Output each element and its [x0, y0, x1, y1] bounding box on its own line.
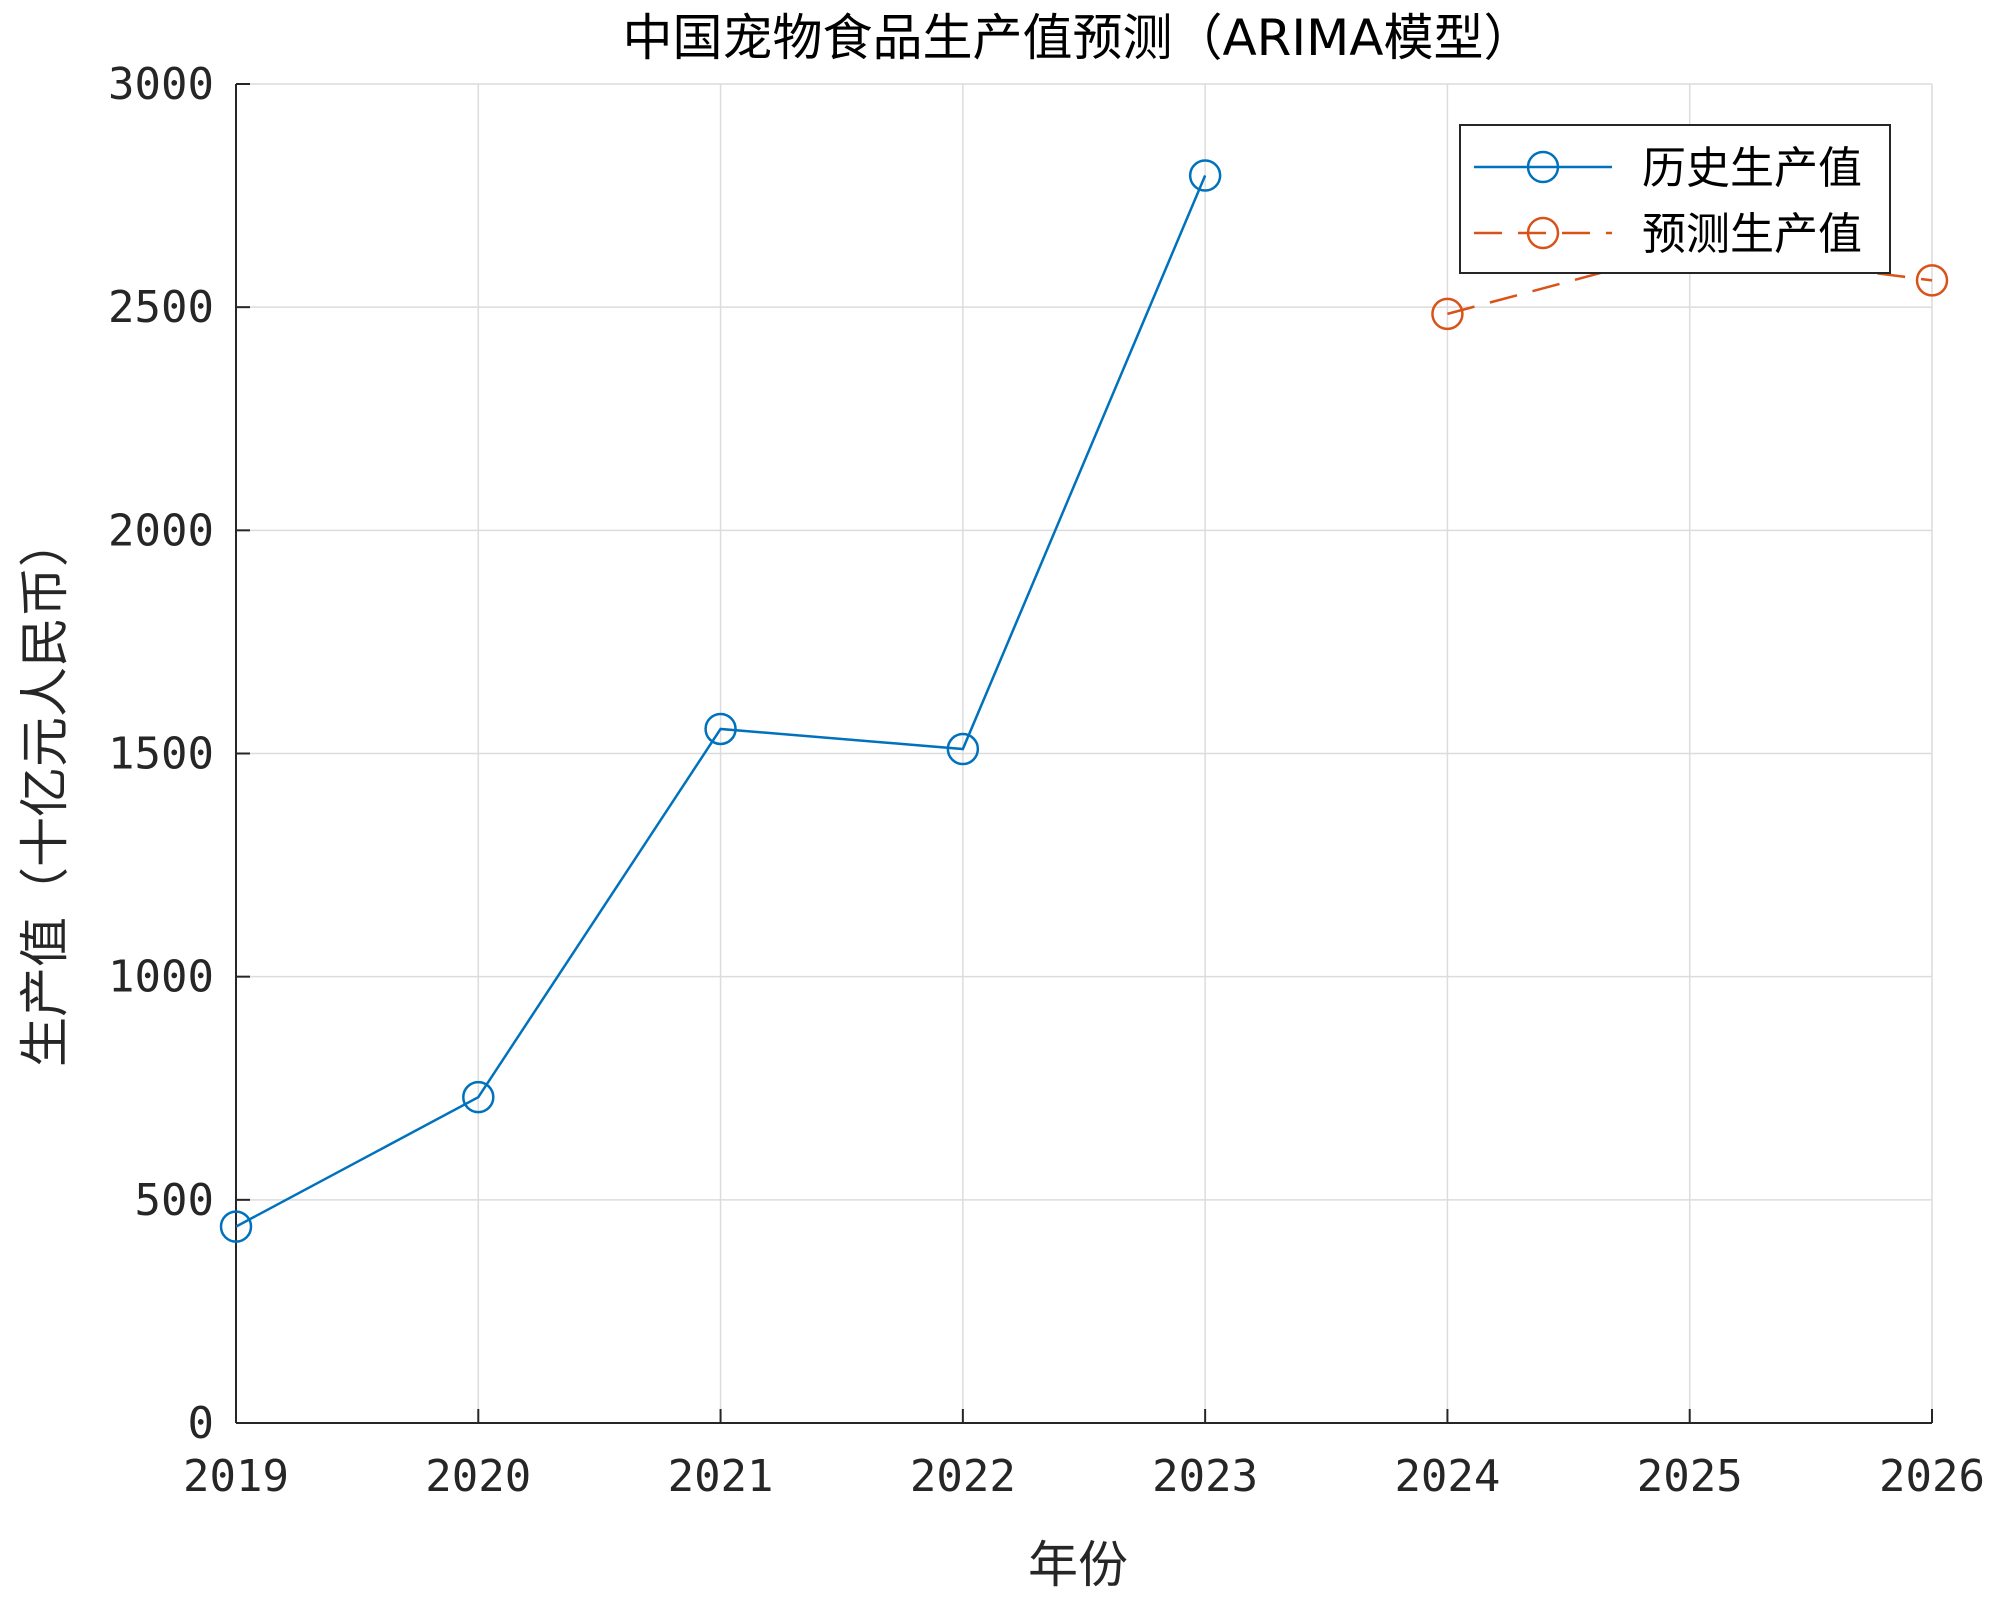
series-2-point: [1431, 297, 1464, 331]
legend-label-2: 预测生产值: [1642, 209, 1862, 260]
ticks: 2019 2020 2021 2022 2023 2024 2025 2026 0 500 1000…: [108, 59, 1985, 1502]
y-tick-label: 2500: [108, 282, 214, 333]
series-1-point: [462, 1080, 495, 1114]
series-1-point: [946, 732, 980, 766]
legend-marker-2: [1526, 216, 1560, 250]
x-tick-label: 2019: [183, 1451, 289, 1502]
y-axis-label: 生产值（十亿元人民币）: [16, 517, 74, 1067]
series-2-point: [1915, 264, 1949, 297]
series-line-1: [235, 175, 1207, 1228]
chart-title: 中国宠物食品生产值预测（ARIMA模型）: [622, 9, 1533, 67]
legend-marker-1: [1526, 150, 1560, 184]
x-tick-label: 2021: [668, 1451, 774, 1502]
series-1-point: [704, 712, 737, 746]
x-tick-label: 2020: [425, 1451, 531, 1502]
x-tick-label: 2023: [1152, 1451, 1258, 1502]
legend-label-1: 历史生产值: [1642, 143, 1862, 194]
y-tick-label: 500: [135, 1175, 214, 1226]
y-tick-label: 1500: [108, 729, 214, 780]
y-tick-label: 3000: [108, 59, 214, 110]
series-1-point: [1188, 159, 1222, 192]
y-tick-label: 1000: [108, 952, 214, 1003]
x-tick-label: 2024: [1394, 1451, 1500, 1502]
y-tick-label: 2000: [108, 505, 214, 556]
legend-box: [1459, 124, 1891, 274]
x-tick-label: 2026: [1879, 1451, 1985, 1502]
x-tick-label: 2022: [910, 1451, 1016, 1502]
x-axis-label: 年份: [1028, 1536, 1128, 1594]
y-tick-label: 0: [188, 1398, 215, 1449]
x-tick-label: 2025: [1637, 1451, 1743, 1502]
series-1-point: [219, 1210, 253, 1243]
